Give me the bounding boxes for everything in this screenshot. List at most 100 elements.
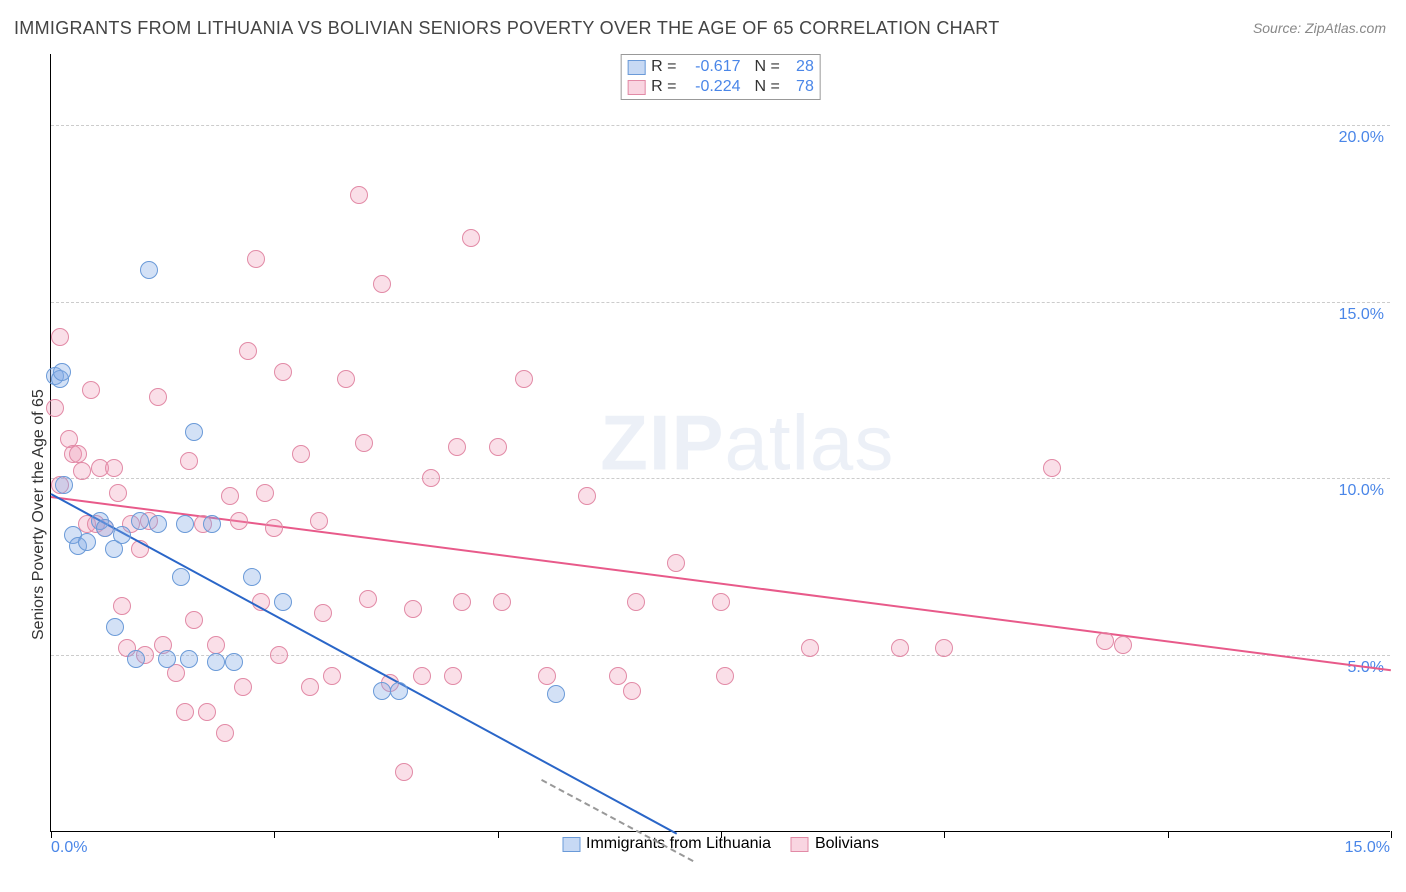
- data-point-bolivians: [82, 381, 100, 399]
- data-point-lithuania: [176, 515, 194, 533]
- data-point-bolivians: [935, 639, 953, 657]
- data-point-bolivians: [73, 462, 91, 480]
- data-point-lithuania: [185, 423, 203, 441]
- gridline: [51, 125, 1390, 126]
- n-value-lithuania: 28: [786, 58, 814, 76]
- x-tick-label-right: 15.0%: [1345, 839, 1390, 857]
- data-point-bolivians: [538, 667, 556, 685]
- x-tick: [944, 831, 945, 838]
- y-tick-label: 15.0%: [1339, 306, 1384, 324]
- data-point-bolivians: [448, 438, 466, 456]
- gridline: [51, 478, 1390, 479]
- y-axis-label: Seniors Poverty Over the Age of 65: [30, 389, 48, 640]
- x-tick: [1391, 831, 1392, 838]
- data-point-bolivians: [337, 370, 355, 388]
- data-point-lithuania: [53, 363, 71, 381]
- data-point-lithuania: [172, 568, 190, 586]
- legend-swatch-lithuania-icon: [562, 837, 580, 852]
- data-point-lithuania: [127, 650, 145, 668]
- data-point-lithuania: [55, 476, 73, 494]
- n-prefix: N =: [755, 58, 780, 76]
- data-point-bolivians: [413, 667, 431, 685]
- source-attribution: Source: ZipAtlas.com: [1253, 20, 1386, 36]
- data-point-lithuania: [158, 650, 176, 668]
- data-point-bolivians: [716, 667, 734, 685]
- data-point-lithuania: [274, 593, 292, 611]
- data-point-bolivians: [350, 186, 368, 204]
- gridline: [51, 655, 1390, 656]
- data-point-bolivians: [578, 487, 596, 505]
- data-point-bolivians: [355, 434, 373, 452]
- legend-label-bolivians: Bolivians: [815, 835, 879, 853]
- data-point-bolivians: [176, 703, 194, 721]
- r-value-bolivians: -0.224: [683, 78, 741, 96]
- data-point-bolivians: [216, 724, 234, 742]
- data-point-lithuania: [78, 533, 96, 551]
- legend-item-bolivians: Bolivians: [791, 835, 879, 853]
- data-point-bolivians: [230, 512, 248, 530]
- data-point-bolivians: [712, 593, 730, 611]
- x-tick: [1168, 831, 1169, 838]
- n-prefix: N =: [755, 78, 780, 96]
- data-point-bolivians: [359, 590, 377, 608]
- data-point-lithuania: [180, 650, 198, 668]
- data-point-bolivians: [395, 763, 413, 781]
- data-point-lithuania: [207, 653, 225, 671]
- gridline: [51, 302, 1390, 303]
- legend-item-lithuania: Immigrants from Lithuania: [562, 835, 771, 853]
- data-point-bolivians: [51, 328, 69, 346]
- data-point-bolivians: [149, 388, 167, 406]
- x-tick: [274, 831, 275, 838]
- data-point-bolivians: [623, 682, 641, 700]
- data-point-lithuania: [131, 512, 149, 530]
- data-point-lithuania: [96, 519, 114, 537]
- data-point-bolivians: [453, 593, 471, 611]
- data-point-lithuania: [106, 618, 124, 636]
- x-tick: [721, 831, 722, 838]
- data-point-bolivians: [667, 554, 685, 572]
- data-point-bolivians: [323, 667, 341, 685]
- legend-swatch-bolivians-icon: [791, 837, 809, 852]
- data-point-lithuania: [203, 515, 221, 533]
- data-point-lithuania: [113, 526, 131, 544]
- watermark-light: atlas: [725, 398, 895, 486]
- data-point-bolivians: [422, 469, 440, 487]
- r-value-lithuania: -0.617: [683, 58, 741, 76]
- legend-row-bolivians: R = -0.224 N = 78: [627, 77, 814, 97]
- r-prefix: R =: [651, 58, 676, 76]
- y-tick-label: 20.0%: [1339, 129, 1384, 147]
- data-point-lithuania: [243, 568, 261, 586]
- data-point-lithuania: [140, 261, 158, 279]
- data-point-bolivians: [221, 487, 239, 505]
- data-point-bolivians: [609, 667, 627, 685]
- data-point-bolivians: [462, 229, 480, 247]
- data-point-bolivians: [444, 667, 462, 685]
- data-point-bolivians: [310, 512, 328, 530]
- data-point-bolivians: [301, 678, 319, 696]
- data-point-bolivians: [373, 275, 391, 293]
- data-point-bolivians: [256, 484, 274, 502]
- x-tick-label-left: 0.0%: [51, 839, 87, 857]
- data-point-bolivians: [1043, 459, 1061, 477]
- legend-label-lithuania: Immigrants from Lithuania: [586, 835, 771, 853]
- data-point-bolivians: [69, 445, 87, 463]
- data-point-bolivians: [46, 399, 64, 417]
- data-point-bolivians: [265, 519, 283, 537]
- data-point-bolivians: [247, 250, 265, 268]
- scatter-plot-area: ZIPatlas R = -0.617 N = 28 R = -0.224 N …: [50, 54, 1390, 832]
- data-point-bolivians: [109, 484, 127, 502]
- data-point-lithuania: [390, 682, 408, 700]
- legend-swatch-lithuania: [627, 60, 645, 75]
- data-point-bolivians: [234, 678, 252, 696]
- data-point-bolivians: [489, 438, 507, 456]
- data-point-bolivians: [207, 636, 225, 654]
- data-point-bolivians: [515, 370, 533, 388]
- data-point-bolivians: [105, 459, 123, 477]
- data-point-bolivians: [404, 600, 422, 618]
- data-point-bolivians: [274, 363, 292, 381]
- data-point-bolivians: [270, 646, 288, 664]
- data-point-bolivians: [314, 604, 332, 622]
- data-point-bolivians: [198, 703, 216, 721]
- data-point-bolivians: [113, 597, 131, 615]
- data-point-bolivians: [627, 593, 645, 611]
